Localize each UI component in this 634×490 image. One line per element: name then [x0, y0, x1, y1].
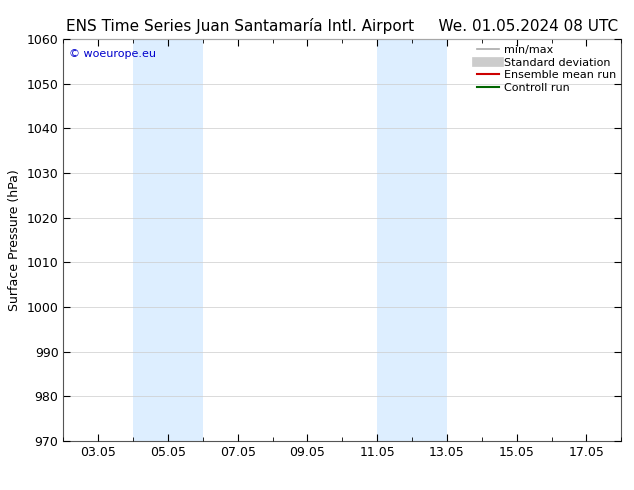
- Legend: min/max, Standard deviation, Ensemble mean run, Controll run: min/max, Standard deviation, Ensemble me…: [477, 45, 616, 93]
- Bar: [133, 39, 203, 441]
- Y-axis label: Surface Pressure (hPa): Surface Pressure (hPa): [8, 169, 21, 311]
- Bar: [377, 39, 447, 441]
- Text: © woeurope.eu: © woeurope.eu: [69, 49, 156, 59]
- Title: ENS Time Series Juan Santamaría Intl. Airport     We. 01.05.2024 08 UTC: ENS Time Series Juan Santamaría Intl. Ai…: [67, 18, 618, 34]
